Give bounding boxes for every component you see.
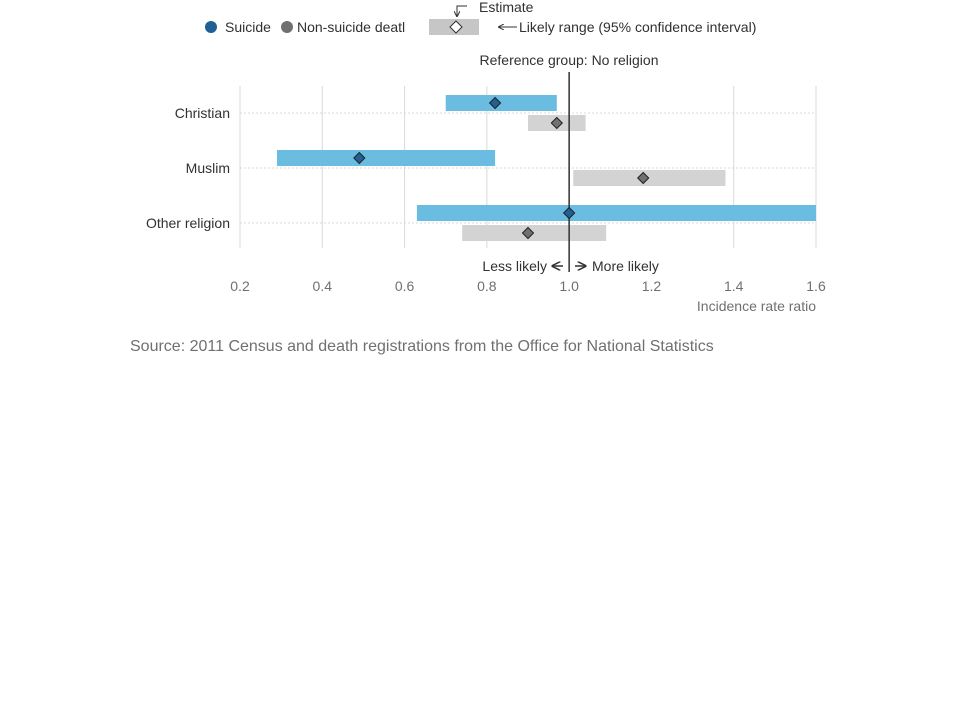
x-axis-ticks: 0.2 0.4 0.6 0.8 1.0 1.2 1.4 1.6 — [230, 278, 826, 294]
estimate-legend-diamond — [449, 20, 463, 34]
estimate-arrow-icon — [457, 5, 467, 16]
range-legend-label: Likely range (95% confidence interval) — [519, 19, 756, 35]
category-label: Other religion — [146, 215, 230, 231]
suicide-range-bar — [277, 150, 496, 166]
nonsuicide-legend-label: Non-suicide deatl — [297, 19, 405, 35]
more-likely-label: More likely — [592, 258, 659, 274]
x-tick-label: 1.4 — [724, 278, 744, 294]
x-tick-label: 1.0 — [559, 278, 579, 294]
nonsuicide-estimate-marker — [550, 116, 564, 130]
estimate-legend-label: Estimate — [479, 0, 534, 15]
x-tick-label: 0.2 — [230, 278, 250, 294]
category-labels: Christian Muslim Other religion — [146, 105, 230, 231]
less-likely-label: Less likely — [482, 258, 547, 274]
legend: Suicide Non-suicide deatl Estimate Likel… — [205, 0, 756, 39]
suicide-legend-swatch — [205, 21, 217, 33]
range-chart: Suicide Non-suicide deatl Estimate Likel… — [146, 0, 826, 314]
category-label: Muslim — [186, 160, 230, 176]
estimate-markers — [353, 96, 650, 240]
source-note: Source: 2011 Census and death registrati… — [130, 338, 714, 355]
suicide-legend-label: Suicide — [225, 19, 271, 35]
x-tick-label: 0.6 — [395, 278, 415, 294]
x-axis-title: Incidence rate ratio — [697, 298, 816, 314]
suicide-estimate-marker — [353, 151, 366, 165]
nonsuicide-legend-swatch — [281, 21, 293, 33]
nonsuicide-estimate-marker — [521, 226, 535, 240]
category-label: Christian — [175, 105, 230, 121]
reference-group-label: Reference group: No religion — [480, 52, 659, 68]
x-tick-label: 0.4 — [313, 278, 333, 294]
legend-label-mask — [414, 15, 428, 39]
suicide-estimate-marker — [562, 206, 576, 220]
suicide-range-bar — [416, 205, 816, 221]
nonsuicide-estimate-marker — [636, 171, 650, 185]
range-bars — [277, 95, 816, 241]
x-tick-label: 0.8 — [477, 278, 497, 294]
x-tick-label: 1.6 — [806, 278, 826, 294]
x-tick-label: 1.2 — [642, 278, 662, 294]
suicide-estimate-marker — [488, 96, 502, 110]
